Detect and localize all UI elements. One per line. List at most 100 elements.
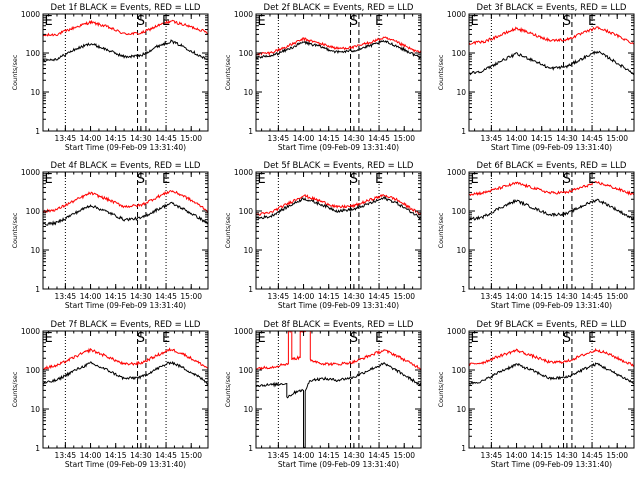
y-axis-label: Counts/sec <box>437 371 445 407</box>
x-tick-label: 15:00 <box>606 451 628 460</box>
plot-frame <box>255 330 422 449</box>
x-tick-label: 14:00 <box>80 451 102 460</box>
events-series-line <box>256 361 421 448</box>
event-marker-label: S <box>350 331 358 346</box>
y-tick-label: 100 <box>26 207 41 216</box>
x-tick-label: 14:15 <box>531 134 553 143</box>
event-marker-label: E <box>45 172 53 187</box>
series-group <box>43 347 208 386</box>
event-marker-label: E <box>471 331 479 346</box>
x-tick-label: 14:30 <box>556 292 578 301</box>
y-tick-label: 1 <box>248 285 253 294</box>
x-tick-label: 15:00 <box>393 134 415 143</box>
y-tick-label: 100 <box>452 207 467 216</box>
y-tick-label: 10 <box>243 88 253 97</box>
x-axis-label: Start Time (09-Feb-09 13:31:40) <box>65 301 186 310</box>
y-tick-label: 1 <box>35 285 40 294</box>
x-tick-label: 13:45 <box>481 451 503 460</box>
x-tick-label: 14:45 <box>581 292 603 301</box>
x-tick-label: 14:00 <box>293 134 315 143</box>
y-tick-label: 1000 <box>21 327 40 336</box>
y-tick-label: 1 <box>35 444 40 453</box>
chart-panel-6: Det 6f BLACK = Events, RED = LLD 1 10 100 10… <box>437 161 635 310</box>
event-marker-label: S <box>563 331 571 346</box>
x-tick-label: 14:45 <box>581 134 603 143</box>
plot-frame <box>42 13 209 132</box>
event-marker-label: S <box>137 14 145 29</box>
x-tick-label: 14:00 <box>506 292 528 301</box>
events-series-line <box>469 198 634 222</box>
x-axis-label: Start Time (09-Feb-09 13:31:40) <box>65 460 186 469</box>
series-group <box>469 180 634 222</box>
event-marker-label: E <box>162 14 170 29</box>
event-marker-label: E <box>258 14 266 29</box>
x-tick-label: 14:45 <box>155 134 177 143</box>
x-tick-label: 14:15 <box>105 134 127 143</box>
chart-panel-7: Det 7f BLACK = Events, RED = LLD 1 10 100 10… <box>11 320 209 469</box>
y-tick-label: 10 <box>456 246 466 255</box>
x-tick-label: 13:45 <box>55 451 77 460</box>
x-tick-label: 14:30 <box>130 292 152 301</box>
event-marker-label: S <box>350 14 358 29</box>
x-tick-label: 14:30 <box>130 451 152 460</box>
x-tick-label: 15:00 <box>606 134 628 143</box>
y-tick-label: 1 <box>461 127 466 136</box>
x-tick-label: 14:15 <box>531 451 553 460</box>
series-group <box>43 190 208 226</box>
x-tick-label: 14:00 <box>80 134 102 143</box>
y-tick-label: 1 <box>461 285 466 294</box>
plot-frame <box>255 13 422 132</box>
chart-title: Det 1f BLACK = Events, RED = LLD <box>51 3 201 13</box>
x-axis-label: Start Time (09-Feb-09 13:31:40) <box>491 301 612 310</box>
x-tick-label: 14:30 <box>343 292 365 301</box>
y-tick-label: 100 <box>239 366 254 375</box>
y-tick-label: 1000 <box>234 10 253 19</box>
x-axis-label: Start Time (09-Feb-09 13:31:40) <box>278 460 399 469</box>
events-series-line <box>256 39 421 60</box>
y-tick-label: 1 <box>461 444 466 453</box>
y-tick-label: 10 <box>456 88 466 97</box>
event-marker-label: E <box>588 14 596 29</box>
x-tick-label: 14:30 <box>130 134 152 143</box>
x-tick-label: 14:15 <box>531 292 553 301</box>
x-axis-label: Start Time (09-Feb-09 13:31:40) <box>491 460 612 469</box>
event-marker-label: E <box>45 331 53 346</box>
lld-series-line <box>256 331 421 371</box>
y-tick-label: 10 <box>30 405 40 414</box>
y-tick-label: 1 <box>35 127 40 136</box>
x-tick-label: 13:45 <box>268 292 290 301</box>
x-tick-label: 14:30 <box>556 134 578 143</box>
chart-title: Det 5f BLACK = Events, RED = LLD <box>264 161 414 171</box>
y-tick-label: 1 <box>248 127 253 136</box>
x-tick-label: 15:00 <box>393 292 415 301</box>
y-tick-label: 100 <box>26 366 41 375</box>
x-tick-label: 14:15 <box>318 451 340 460</box>
lld-series-line <box>43 19 208 37</box>
series-group <box>256 36 421 60</box>
lld-series-line <box>469 26 634 46</box>
x-tick-label: 14:15 <box>318 134 340 143</box>
chart-panel-8: Det 8f BLACK = Events, RED = LLD 1 10 100 10… <box>224 320 422 469</box>
y-tick-label: 100 <box>452 49 467 58</box>
y-tick-label: 10 <box>456 405 466 414</box>
x-tick-label: 14:30 <box>343 134 365 143</box>
chart-title: Det 3f BLACK = Events, RED = LLD <box>477 3 627 13</box>
x-tick-label: 14:30 <box>556 451 578 460</box>
y-tick-label: 100 <box>452 366 467 375</box>
events-series-line <box>469 362 634 385</box>
lld-series-line <box>256 36 421 56</box>
x-tick-label: 15:00 <box>606 292 628 301</box>
x-tick-label: 14:00 <box>506 134 528 143</box>
event-marker-label: E <box>258 331 266 346</box>
chart-panel-5: Det 5f BLACK = Events, RED = LLD 1 10 100 10… <box>224 161 422 310</box>
plot-frame <box>468 13 635 132</box>
event-marker-label: E <box>375 331 383 346</box>
plot-frame <box>42 171 209 290</box>
chart-panel-3: Det 3f BLACK = Events, RED = LLD 1 10 100 10… <box>437 3 635 152</box>
plot-frame <box>468 330 635 449</box>
y-axis-label: Counts/sec <box>224 212 232 248</box>
lld-series-line <box>469 180 634 197</box>
event-marker-label: E <box>471 172 479 187</box>
y-axis-label: Counts/sec <box>437 54 445 90</box>
